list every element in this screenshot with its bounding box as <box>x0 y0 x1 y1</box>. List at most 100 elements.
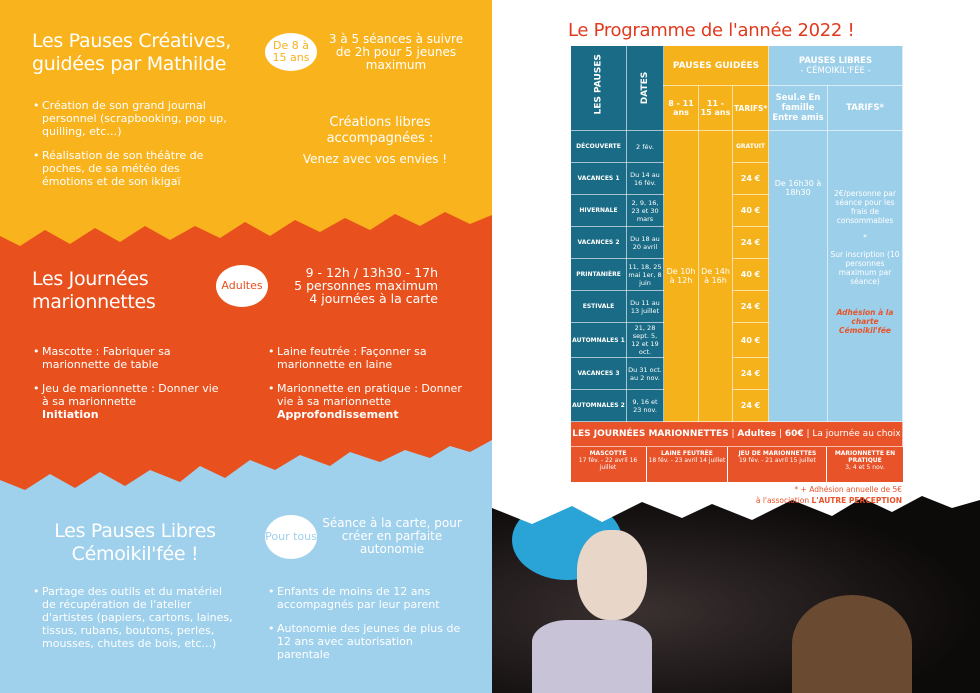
pause-name: PRINTANIÈRE <box>570 258 627 291</box>
table-row: AUTOMNALES 1 21, 28 sept. 5, 12 et 19 oct… <box>570 322 903 358</box>
tarif: 24 € <box>731 357 770 390</box>
list-item: Marionnette en pratique : Donner vie à s… <box>268 382 468 421</box>
libres-title: Les Pauses Libres Cémoikil'fée ! <box>54 520 216 565</box>
info-line: 4 journées à la carte <box>309 291 438 306</box>
table-row: DÉCOUVERTE 2 fév. De 10h à 12h De 14h à 16h… <box>570 130 904 422</box>
journees-info: 9 - 12h / 13h30 - 17h 5 personnes maximu… <box>278 266 438 305</box>
torn-edge <box>492 478 980 524</box>
header-seule: Seul.e En famille Entre amis <box>768 85 829 131</box>
note-adhesion: * + Adhésion annuelle de 5€ <box>794 485 902 494</box>
creatives-info: 3 à 5 séances à suivre de 2h pour 5 jeun… <box>328 32 464 72</box>
header-age-8-11: 8 - 11 ans <box>663 85 699 131</box>
footnote: * + Adhésion annuelle de 5€ à l'associat… <box>700 484 902 506</box>
header-pauses: LES PAUSES <box>570 45 627 131</box>
list-item: Laine feutrée : Façonner sa marionnette … <box>268 345 468 371</box>
tarif: 24 € <box>731 226 770 259</box>
creatives-title: Les Pauses Créatives, guidées par Mathil… <box>32 30 231 75</box>
libre-tarif-info: 2€/personne par séance pour les frais de… <box>827 130 904 422</box>
tarif: 24 € <box>731 389 770 422</box>
list-item: Partage des outils et du matériel de réc… <box>33 585 233 650</box>
creatives-list: Création de son grand journal personnel … <box>33 99 233 199</box>
table-row: VACANCES 3 Du 31 oct. au 2 nov. 24 € <box>570 357 903 390</box>
header-libres: PAUSES LIBRES - CÉMOIKIL'FÉE - <box>768 45 904 86</box>
tarif: 40 € <box>731 258 770 291</box>
item-text: Marionnette en pratique : Donner vie à s… <box>277 382 462 408</box>
list-item: Mascotte : Fabriquer sa marionnette de t… <box>33 345 223 371</box>
pause-name: VACANCES 1 <box>570 162 627 195</box>
header-dates: DATES <box>626 45 664 131</box>
pause-dates: 2 fév. <box>626 130 664 163</box>
list-item: Jeu de marionnette : Donner vie à sa mar… <box>33 382 223 421</box>
journee-item: MASCOTTE 17 fév. - 22 avril 16 juillet <box>570 447 647 482</box>
programme-table: LES PAUSES DATES PAUSES GUIDÉES PAUSES L… <box>569 45 904 482</box>
libres-list-right: Enfants de moins de 12 ans accompagnés p… <box>268 585 468 672</box>
pause-dates: Du 11 au 13 juillet <box>626 290 664 323</box>
header-age-11-15: 11 - 15 ans <box>698 85 733 131</box>
hours-8-11: De 10h à 12h <box>663 130 699 422</box>
journee-item: LAINE FEUTRÉE 18 fév. - 23 avril 14 juill… <box>646 447 729 482</box>
list-item: Enfants de moins de 12 ans accompagnés p… <box>268 585 468 611</box>
journees-header: LES JOURNÉES MARIONNETTES | Adultes | 60… <box>569 421 904 447</box>
item-level: Initiation <box>42 408 99 421</box>
hours-11-15: De 14h à 16h <box>698 130 733 422</box>
association-name: L'AUTRE PERCEPTION <box>811 496 902 505</box>
table-row: HIVERNALE 2, 9, 16, 23 et 30 mars 40 € <box>570 194 903 227</box>
info-line: 9 - 12h / 13h30 - 17h <box>305 265 438 280</box>
pause-name: ESTIVALE <box>570 290 627 323</box>
journee-item: JEU DE MARIONNETTES 19 fév. - 21 avril 15… <box>728 447 828 482</box>
pause-dates: Du 31 oct. au 2 nov. <box>626 357 664 390</box>
pause-name: AUTOMNALES 2 <box>570 389 627 422</box>
libre-hours: De 16h30 à 18h30 <box>768 130 829 422</box>
header-tarifs: TARIFS* <box>731 85 770 131</box>
tarif: 24 € <box>731 290 770 323</box>
free-title: Créations libres accompagnées : <box>326 115 434 146</box>
adults-badge: Adultes <box>216 265 268 307</box>
item-text: Laine feutrée : Façonner sa marionnette … <box>277 345 427 371</box>
journees-list-left: Mascotte : Fabriquer sa marionnette de t… <box>33 345 223 432</box>
pause-dates: Du 18 au 20 avril <box>626 226 664 259</box>
libres-info: Séance à la carte, pour créer en parfait… <box>322 516 462 556</box>
table-row: VACANCES 1 Du 14 au 16 fév. 24 € <box>570 162 903 195</box>
table-row: AUTOMNALES 2 9, 16 et 23 nov. 24 € <box>570 389 903 422</box>
tarif: 40 € <box>731 194 770 227</box>
item-text: Jeu de marionnette : Donner vie à sa mar… <box>42 382 219 408</box>
pause-name: VACANCES 3 <box>570 357 627 390</box>
free-subtitle: Venez avec vos envies ! <box>302 152 448 166</box>
journees-items: MASCOTTE 17 fév. - 22 avril 16 juillet LA… <box>570 447 903 482</box>
item-level: Approfondissement <box>277 408 399 421</box>
puppet-dress <box>532 620 652 693</box>
programme-title: Le Programme de l'année 2022 ! <box>568 20 855 41</box>
puppet-photo <box>492 490 980 693</box>
list-item: Création de son grand journal personnel … <box>33 99 233 138</box>
list-item: Réalisation de son théâtre de poches, de… <box>33 149 233 188</box>
info-line: 5 personnes maximum <box>294 278 438 293</box>
journees-list-right: Laine feutrée : Façonner sa marionnette … <box>268 345 468 432</box>
tarif: 40 € <box>731 322 770 358</box>
pause-name: DÉCOUVERTE <box>570 130 627 163</box>
puppet-face <box>577 530 647 620</box>
header-tarifs-libres: TARIFS* <box>827 85 904 131</box>
for-all-badge: Pour tous <box>265 515 317 559</box>
table-row: PRINTANIÈRE 11, 18, 25 mai 1er, 8 juin 40 … <box>570 258 903 291</box>
pause-dates: 9, 16 et 23 nov. <box>626 389 664 422</box>
tarif: 24 € <box>731 162 770 195</box>
pause-name: HIVERNALE <box>570 194 627 227</box>
sheep-puppet <box>792 595 912 693</box>
table-row: ESTIVALE Du 11 au 13 juillet 24 € <box>570 290 903 323</box>
table-row: VACANCES 2 Du 18 au 20 avril 24 € <box>570 226 903 259</box>
pause-dates: 21, 28 sept. 5, 12 et 19 oct. <box>626 322 664 358</box>
journee-item: MARIONNETTE EN PRATIQUE 3, 4 et 5 nov. <box>827 447 903 482</box>
libres-list-left: Partage des outils et du matériel de réc… <box>33 585 233 661</box>
pause-name: VACANCES 2 <box>570 226 627 259</box>
note-association: à l'association <box>755 496 810 505</box>
tarif: GRATUIT <box>731 130 770 163</box>
journees-title: Les Journées marionnettes <box>32 268 156 313</box>
header-guidees: PAUSES GUIDÉES <box>662 45 770 86</box>
pause-name: AUTOMNALES 1 <box>570 322 627 358</box>
list-item: Autonomie des jeunes de plus de 12 ans a… <box>268 622 468 661</box>
pause-dates: 11, 18, 25 mai 1er, 8 juin <box>626 258 664 291</box>
pause-dates: 2, 9, 16, 23 et 30 mars <box>626 194 664 227</box>
item-text: Mascotte : Fabriquer sa marionnette de t… <box>42 345 171 371</box>
pause-dates: Du 14 au 16 fév. <box>626 162 664 195</box>
age-badge: De 8 à 15 ans <box>265 33 317 71</box>
